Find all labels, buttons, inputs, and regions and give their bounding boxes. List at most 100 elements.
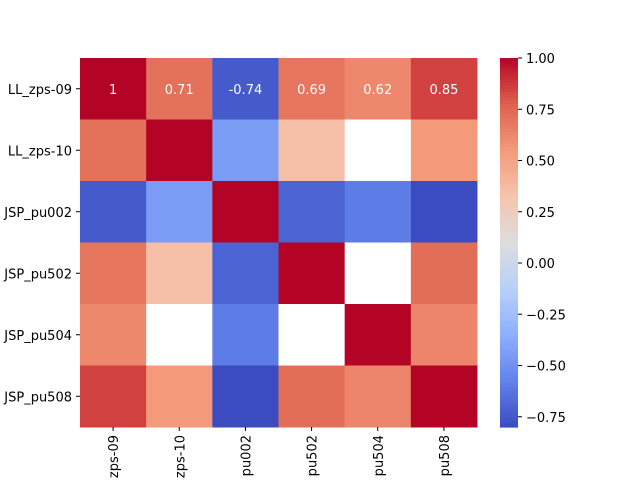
colorbar-segment <box>500 187 518 191</box>
colorbar: 1.00 0.75 0.50 0.25 0.00 −0.25 −0.50 −0.75 <box>500 52 566 428</box>
colorbar-segment <box>500 202 518 207</box>
colorbar-segment <box>500 150 518 154</box>
colorbar-segment <box>500 82 518 87</box>
colorbar-segment <box>500 211 518 216</box>
colorbar-segment <box>500 94 518 99</box>
row-tick-label: JSP_pu002 <box>3 206 72 221</box>
heatmap-cell <box>410 365 478 428</box>
heatmap-cell <box>344 181 412 243</box>
heatmap-cell <box>344 365 412 428</box>
heatmap-cell <box>410 181 478 243</box>
colorbar-segment <box>500 362 518 367</box>
colorbar-segment <box>500 190 518 194</box>
heatmap-cell <box>278 119 346 182</box>
heatmap-cell <box>212 365 279 428</box>
colorbar-segment <box>500 184 518 188</box>
cell-annotation: 0.69 <box>297 83 326 98</box>
colorbar-segment <box>500 242 518 247</box>
colorbar-segment <box>500 291 518 296</box>
colorbar-segment <box>500 322 518 327</box>
colorbar-segment <box>500 131 518 136</box>
heatmap-cell <box>410 304 478 366</box>
colorbar-segment <box>500 181 518 185</box>
colorbar-segment <box>500 343 518 348</box>
colorbar-segment <box>500 294 518 299</box>
colorbar-tick-label: −0.25 <box>526 308 566 323</box>
heatmap-cell <box>146 304 213 366</box>
colorbar-segment <box>500 353 518 357</box>
colorbar-segment <box>500 97 518 102</box>
heatmap-cell <box>410 119 478 182</box>
colorbar-segment <box>500 279 518 284</box>
colorbar-segment <box>500 110 518 114</box>
colorbar-segment <box>500 319 518 324</box>
column-tick-label: pu508 <box>438 435 453 476</box>
cell-annotation: 0.71 <box>165 83 194 98</box>
heatmap-cells: 1 0.71 -0.74 0.69 0.62 0.85 <box>80 58 478 428</box>
heatmap-cell <box>278 58 346 120</box>
colorbar-segment <box>500 331 518 336</box>
colorbar-segment <box>500 205 518 210</box>
colorbar-segment <box>500 408 518 413</box>
colorbar-segment <box>500 251 518 256</box>
colorbar-segment <box>500 85 518 90</box>
colorbar-segment <box>500 91 518 96</box>
colorbar-segment <box>500 310 518 314</box>
heatmap-cell <box>146 58 213 120</box>
colorbar-segment <box>500 328 518 333</box>
colorbar-segment <box>500 337 518 342</box>
colorbar-segment <box>500 267 518 271</box>
heatmap-cell <box>146 119 213 182</box>
colorbar-segment <box>500 414 518 419</box>
colorbar-segment <box>500 144 518 148</box>
colorbar-segment <box>500 134 518 139</box>
row-tick-label: JSP_pu508 <box>3 390 72 405</box>
column-tick-label: zps-09 <box>107 435 122 478</box>
colorbar-segment <box>500 224 518 228</box>
heatmap-cell <box>344 242 412 305</box>
row-tick-labels: LL_zps-09 LL_zps-10 JSP_pu002 JSP_pu502 JSP_… <box>3 83 80 405</box>
colorbar-segment <box>500 257 518 262</box>
colorbar-tick-label: 0.00 <box>526 257 555 272</box>
colorbar-segment <box>500 58 518 62</box>
colorbar-segment <box>500 325 518 330</box>
colorbar-segment <box>500 340 518 345</box>
colorbar-segment <box>500 347 518 351</box>
colorbar-segment <box>500 393 518 397</box>
heatmap-cell <box>212 304 279 366</box>
colorbar-segment <box>500 196 518 201</box>
colorbar-tick-label: −0.75 <box>526 411 566 426</box>
colorbar-segment <box>500 137 518 142</box>
colorbar-segment <box>500 297 518 302</box>
colorbar-segment <box>500 359 518 364</box>
cell-annotation: 1 <box>109 83 117 98</box>
colorbar-segment <box>500 156 518 161</box>
colorbar-segment <box>500 227 518 231</box>
colorbar-segment <box>500 217 518 222</box>
colorbar-segment <box>500 420 518 425</box>
colorbar-segment <box>500 270 518 274</box>
colorbar-segment <box>500 199 518 204</box>
colorbar-segment <box>500 264 518 268</box>
colorbar-segment <box>500 125 518 130</box>
colorbar-segment <box>500 273 518 277</box>
colorbar-segment <box>500 304 518 308</box>
colorbar-segment <box>500 113 518 118</box>
colorbar-segment <box>500 174 518 179</box>
row-tick-label: JSP_pu502 <box>3 267 72 282</box>
cell-annotation: 0.62 <box>363 83 392 98</box>
colorbar-segment <box>500 402 518 407</box>
colorbar-segment <box>500 411 518 416</box>
colorbar-segment <box>500 390 518 394</box>
colorbar-segment <box>500 396 518 400</box>
colorbar-segment <box>500 101 518 105</box>
row-tick-label: JSP_pu504 <box>3 329 72 344</box>
colorbar-segment <box>500 260 518 265</box>
colorbar-segment <box>500 374 518 379</box>
colorbar-segment <box>500 168 518 173</box>
heatmap-cell <box>278 365 346 428</box>
colorbar-tick-label: 1.00 <box>526 52 555 67</box>
heatmap-cell <box>212 119 279 182</box>
colorbar-segment <box>500 208 518 213</box>
colorbar-segment <box>500 233 518 237</box>
